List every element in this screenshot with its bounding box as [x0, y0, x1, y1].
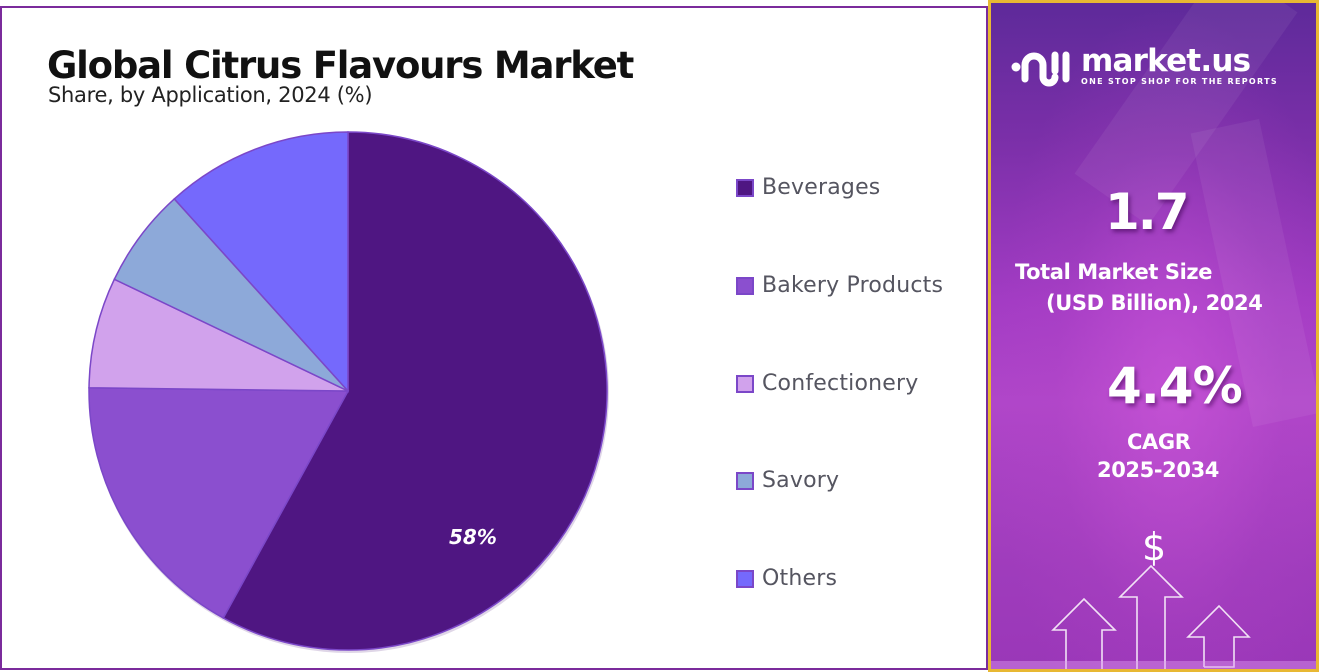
market-size-caption-line2: (USD Billion), 2024: [1046, 291, 1263, 315]
brand-logo[interactable]: market.us ONE STOP SHOP FOR THE REPORTS: [1011, 41, 1278, 89]
legend-item-others[interactable]: Others: [736, 566, 837, 591]
legend-label: Savory: [762, 468, 840, 493]
cagr-value: 4.4%: [1107, 357, 1243, 415]
legend-item-savory[interactable]: Savory: [736, 468, 839, 493]
legend-item-beverages[interactable]: Beverages: [736, 175, 880, 200]
bottom-strip: [991, 661, 1316, 669]
market-size-caption-line1: Total Market Size: [1015, 260, 1213, 284]
cagr-period: 2025-2034: [1097, 458, 1220, 482]
pie-label-beverages: 58%: [449, 525, 497, 549]
pie-slice-others[interactable]: [173, 131, 349, 393]
legend-item-bakery-products[interactable]: Bakery Products: [736, 273, 943, 298]
summary-sidebar: market.us ONE STOP SHOP FOR THE REPORTS …: [988, 0, 1319, 672]
dollar-icon: $: [1142, 525, 1167, 569]
chart-title: Global Citrus Flavours Market: [47, 44, 634, 87]
market-size-value: 1.7: [1105, 183, 1190, 241]
pie-slices: [88, 131, 609, 653]
market-us-logo-icon: [1011, 51, 1070, 87]
pie-slice-confectionery[interactable]: [88, 278, 349, 392]
legend-label: Beverages: [762, 175, 881, 200]
legend-swatch-savory: [736, 471, 754, 490]
legend-label: Others: [762, 566, 838, 591]
pie-chart: 58%: [88, 131, 609, 653]
growth-arrows-icon: [1051, 564, 1251, 669]
chart-subtitle: Share, by Application, 2024 (%): [48, 83, 373, 107]
legend-swatch-confectionery: [736, 374, 754, 393]
legend-swatch-beverages: [736, 178, 754, 197]
brand-tagline: ONE STOP SHOP FOR THE REPORTS: [1081, 76, 1278, 86]
legend-label: Confectionery: [762, 371, 919, 396]
brand-name: market.us: [1081, 42, 1251, 79]
pie-slice-beverages[interactable]: [222, 131, 608, 651]
pie-slice-bakery-products[interactable]: [88, 386, 350, 619]
legend-swatch-others: [736, 569, 754, 588]
cagr-label: CAGR: [1127, 430, 1191, 454]
legend-item-confectionery[interactable]: Confectionery: [736, 371, 918, 396]
legend-swatch-bakery-products: [736, 276, 754, 295]
chart-panel: Global Citrus Flavours Market Share, by …: [0, 6, 988, 670]
legend-label: Bakery Products: [762, 273, 944, 298]
